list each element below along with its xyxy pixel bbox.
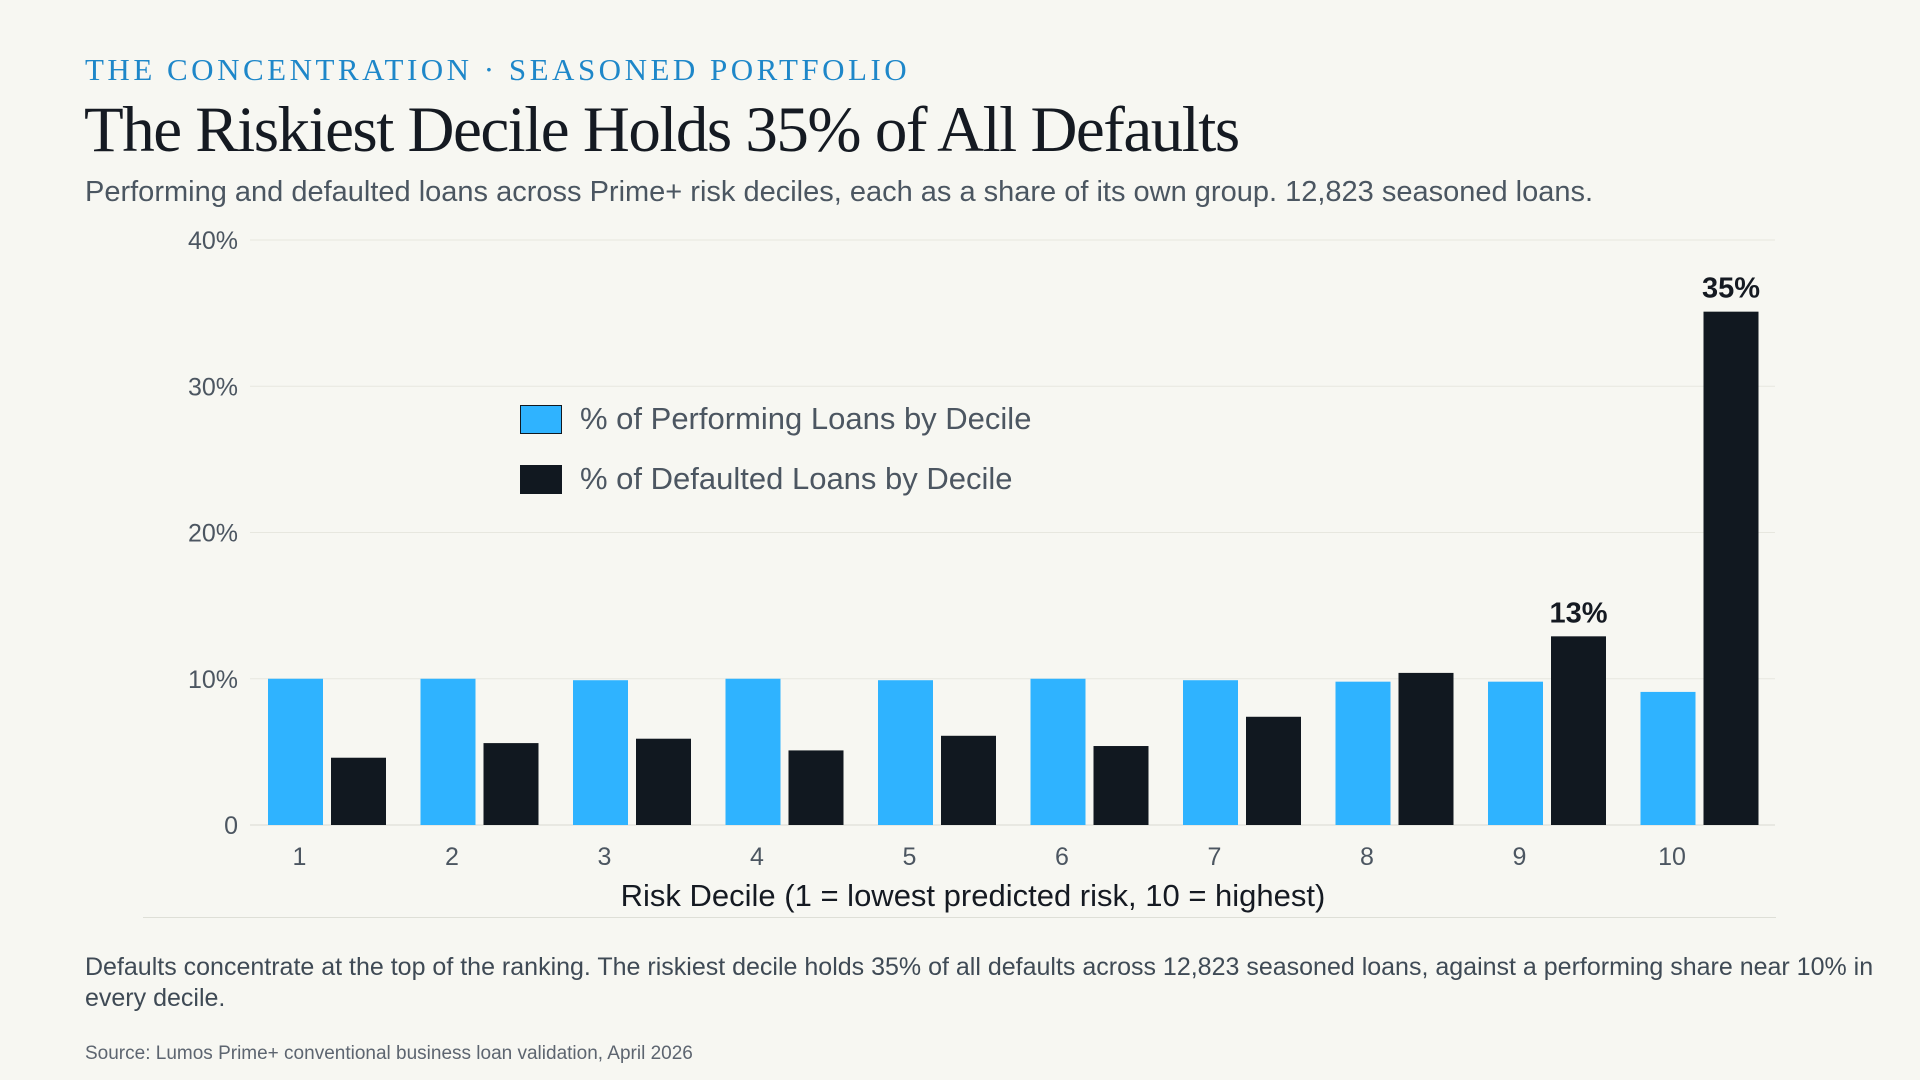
performing-bar <box>1640 691 1696 825</box>
defaulted-bar <box>636 738 691 825</box>
performing-bar <box>268 678 323 825</box>
legend-label-defaulted: % of Defaulted Loans by Decile <box>580 461 1013 496</box>
x-tick-label: 1 <box>293 843 307 871</box>
x-tick-label: 10 <box>1658 843 1686 871</box>
section-eyebrow: THE CONCENTRATION · SEASONED PORTFOLIO <box>85 52 911 87</box>
source-note: Source: Lumos Prime+ conventional busine… <box>85 1043 693 1064</box>
x-axis-title: Risk Decile (1 = lowest predicted risk, … <box>621 878 1326 913</box>
x-tick-label: 7 <box>1208 843 1222 871</box>
defaulted-bar <box>941 735 996 825</box>
performing-bar <box>1335 681 1391 825</box>
y-tick-label: 30% <box>188 373 238 401</box>
x-tick-label: 6 <box>1055 843 1069 871</box>
defaulted-bar <box>1246 716 1301 825</box>
chart-title: The Riskiest Decile Holds 35% of All Def… <box>84 94 1240 166</box>
performing-bar <box>1183 680 1238 825</box>
x-tick-label: 2 <box>445 843 459 871</box>
defaulted-bar <box>788 750 844 825</box>
x-tick-label: 4 <box>750 843 764 871</box>
defaulted-bar <box>331 757 386 825</box>
y-tick-label: 20% <box>188 520 238 548</box>
defaulted-bar <box>1703 311 1759 826</box>
x-tick-label: 5 <box>903 843 917 871</box>
legend-label-performing: % of Performing Loans by Decile <box>580 401 1032 436</box>
defaulted-bar <box>1551 636 1606 825</box>
defaulted-bar <box>1398 672 1454 825</box>
y-tick-label: 10% <box>188 666 238 694</box>
defaulted-swatch <box>520 464 562 494</box>
performing-bar <box>878 680 933 825</box>
chart-takeaway: Defaults concentrate at the top of the r… <box>85 953 1874 1012</box>
y-tick-label: 0 <box>224 812 238 840</box>
performing-bar <box>420 678 476 825</box>
legend-item-defaulted: % of Defaulted Loans by Decile <box>520 461 1031 496</box>
chart-legend: % of Performing Loans by Decile % of Def… <box>520 401 1032 522</box>
performing-bar <box>1030 678 1086 825</box>
chart-subtitle: Performing and defaulted loans across Pr… <box>85 176 1594 208</box>
performing-bar <box>1488 681 1543 825</box>
bar-data-label: 13% <box>1549 597 1607 629</box>
defaulted-bar <box>483 743 539 825</box>
footer-divider <box>143 917 1776 918</box>
performing-swatch <box>520 404 562 434</box>
x-tick-label: 9 <box>1513 843 1527 871</box>
performing-bar <box>725 678 781 825</box>
bar-data-label: 35% <box>1702 273 1760 305</box>
performing-bar <box>573 680 628 825</box>
defaulted-bar <box>1093 746 1149 825</box>
legend-item-performing: % of Performing Loans by Decile <box>520 401 1032 436</box>
y-tick-label: 40% <box>188 227 238 255</box>
x-tick-label: 3 <box>598 843 612 871</box>
x-tick-label: 8 <box>1360 843 1374 871</box>
